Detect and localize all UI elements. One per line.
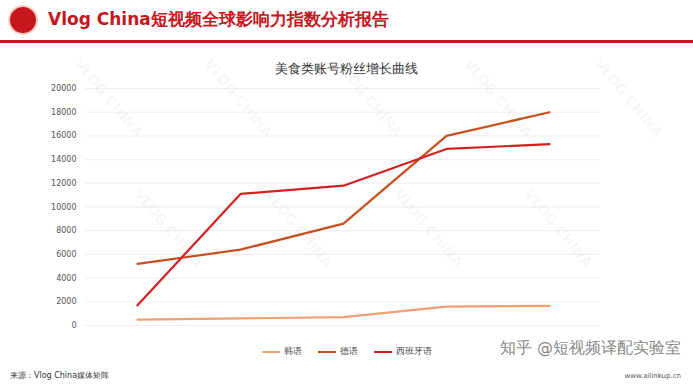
svg-text:20000: 20000 [51,84,76,93]
html-text:VLOG CHINA: VLOG CHINA [461,55,536,141]
html-text:VLOG CHINA: VLOG CHINA [331,55,406,141]
html-text:韩语: 韩语 [283,346,302,356]
svg-text:18000: 18000 [51,108,76,117]
svg-text:16000: 16000 [51,131,76,140]
svg-text:12000: 12000 [51,179,76,188]
svg-text:14000: 14000 [51,155,76,164]
html-text:德语: 德语 [339,346,358,356]
svg-text:10000: 10000 [51,203,76,212]
html-text:知乎 @短视频译配实验室: 知乎 @短视频译配实验室 [499,338,681,357]
svg-text:2000: 2000 [56,297,76,306]
html-text:VLOG CHINA: VLOG CHINA [131,185,206,271]
html-text:VLOG CHINA: VLOG CHINA [201,55,276,141]
html-text:来源：Vlog China媒体矩阵: 来源：Vlog China媒体矩阵 [10,371,110,380]
svg-text:6000: 6000 [56,250,76,259]
html-text:西班牙语: 西班牙语 [395,346,432,356]
html-text:VLOG CHINA: VLOG CHINA [261,185,336,271]
html-text:VLOG CHINA: VLOG CHINA [71,55,146,141]
html-text:美食类账号粉丝增长曲线: 美食类账号粉丝增长曲线 [275,61,418,76]
html-text:VLOG CHINA: VLOG CHINA [591,55,666,141]
html-text:VLOG CHINA: VLOG CHINA [391,185,466,271]
svg-text:0: 0 [71,321,76,330]
html-text:Vlog China短视频全球影响力指数分析报告: Vlog China短视频全球影响力指数分析报告 [48,9,389,29]
svg-text:4000: 4000 [56,274,76,283]
svg-text:8000: 8000 [56,226,76,235]
html-text:www.ailinkup.cn: www.ailinkup.cn [624,372,681,380]
html-text:VLOG CHINA: VLOG CHINA [521,185,596,271]
